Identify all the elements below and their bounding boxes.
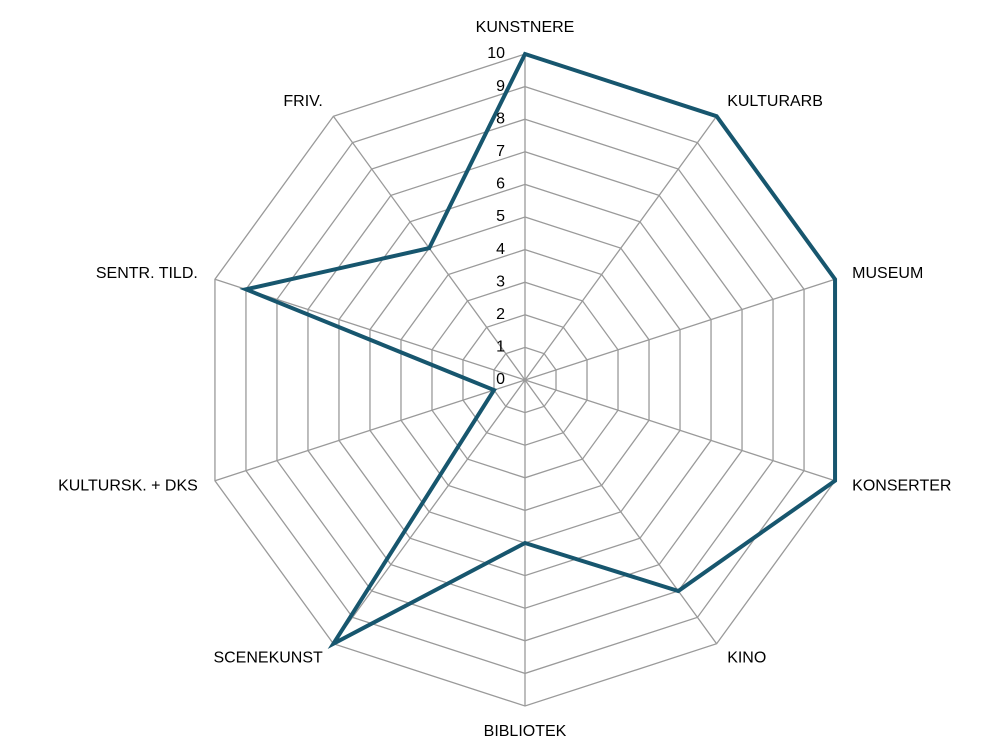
r-tick-label: 9 [496,78,505,95]
r-tick-label: 0 [496,371,505,388]
spoke [524,278,836,381]
r-tick-label: 6 [496,176,505,193]
r-tick-label: 4 [496,241,505,258]
axis-label: KULTURSK. + DKS [58,478,198,495]
axis-label: MUSEUM [852,265,923,282]
r-tick-label: 1 [496,339,505,356]
r-tick-label: 7 [496,143,505,160]
r-tick-label: 10 [487,45,505,62]
axis-label: FRIV. [283,93,322,110]
r-tick-label: 2 [496,306,505,323]
spoke [524,115,718,381]
axis-label: BIBLIOTEK [484,723,567,740]
axis-label: SCENEKUNST [213,650,323,667]
axis-label: KUNSTNERE [476,19,575,36]
axis-label: KULTURARB [727,93,823,110]
spoke [524,379,718,645]
axis-label: SENTR. TILD. [96,265,198,282]
axis-label: KINO [727,650,766,667]
r-tick-label: 3 [496,273,505,290]
r-tick-label: 8 [496,110,505,127]
r-tick-label: 5 [496,208,505,225]
axis-label: KONSERTER [852,478,951,495]
spoke [332,379,526,645]
spoke [524,379,836,482]
series-line [239,51,838,649]
spoke [214,379,526,482]
